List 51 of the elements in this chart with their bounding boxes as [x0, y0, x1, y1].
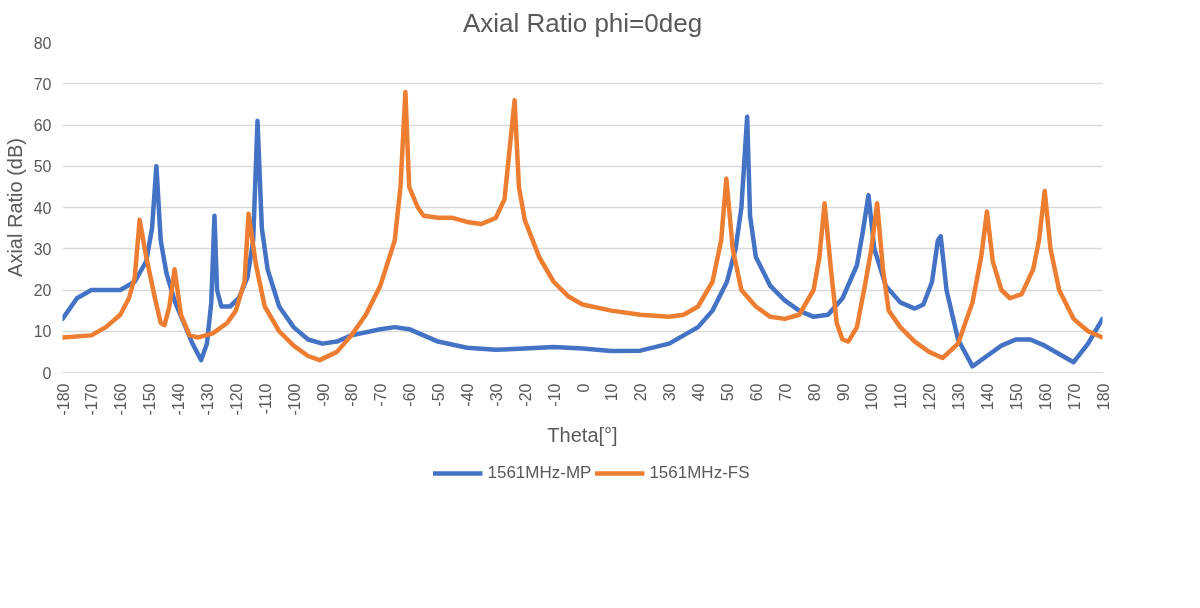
x-tick-label: 20 [632, 383, 650, 402]
legend-label: 1561MHz-MP [487, 463, 592, 483]
x-tick-label: -100 [285, 383, 303, 416]
x-tick-label: 30 [661, 383, 679, 402]
x-tick-label: -20 [516, 383, 534, 407]
x-tick-label: -90 [314, 383, 332, 407]
y-tick-label: 30 [33, 240, 52, 258]
x-tick-label: -70 [372, 383, 390, 407]
y-tick-label: 50 [33, 158, 52, 176]
x-tick-label: 10 [603, 383, 621, 402]
y-tick-label: 0 [42, 364, 52, 382]
x-tick-label: -140 [170, 383, 188, 416]
x-tick-label: 40 [690, 383, 708, 402]
x-axis-title: Theta[°] [547, 423, 618, 446]
x-tick-label: 70 [776, 383, 794, 402]
x-tick-label: -150 [141, 383, 159, 416]
x-tick-label: -60 [401, 383, 419, 407]
x-tick-label: -160 [112, 383, 130, 416]
x-tick-label: 140 [978, 383, 996, 411]
x-tick-label: -180 [54, 383, 72, 416]
x-tick-label: -80 [343, 383, 361, 407]
x-tick-label: 100 [863, 383, 881, 411]
x-tick-label: -110 [256, 383, 274, 415]
x-tick-label: 50 [718, 383, 736, 402]
y-tick-label: 20 [33, 282, 52, 299]
y-tick-label: 60 [33, 117, 52, 134]
x-tick-label: -40 [458, 383, 476, 407]
x-tick-label: -30 [487, 383, 505, 407]
x-tick-label: 160 [1036, 383, 1054, 411]
x-tick-label: 130 [950, 383, 968, 411]
x-tick-label: 170 [1065, 383, 1083, 411]
x-tick-label: 120 [921, 383, 939, 411]
x-tick-label: 180 [1094, 383, 1112, 411]
y-tick-label: 70 [33, 75, 52, 93]
x-tick-label: 90 [834, 383, 852, 402]
x-tick-label: 0 [574, 383, 592, 393]
x-tick-label: -120 [227, 383, 245, 416]
x-tick-label: 150 [1007, 383, 1025, 411]
y-axis-title: Axial Ratio (dB) [3, 138, 26, 277]
x-tick-label: 60 [747, 383, 765, 402]
y-tick-label: 80 [33, 34, 52, 52]
x-tick-label: -170 [83, 383, 101, 416]
y-tick-label: 10 [33, 323, 52, 341]
x-tick-label: 110 [892, 383, 910, 410]
x-tick-label: -50 [430, 383, 448, 407]
legend-label: 1561MHz-FS [649, 463, 750, 483]
x-tick-label: -10 [545, 383, 563, 407]
x-tick-label: 80 [805, 383, 823, 402]
y-tick-label: 40 [33, 199, 52, 217]
x-tick-label: -130 [198, 383, 216, 416]
chart-title: Axial Ratio phi=0deg [462, 7, 703, 38]
